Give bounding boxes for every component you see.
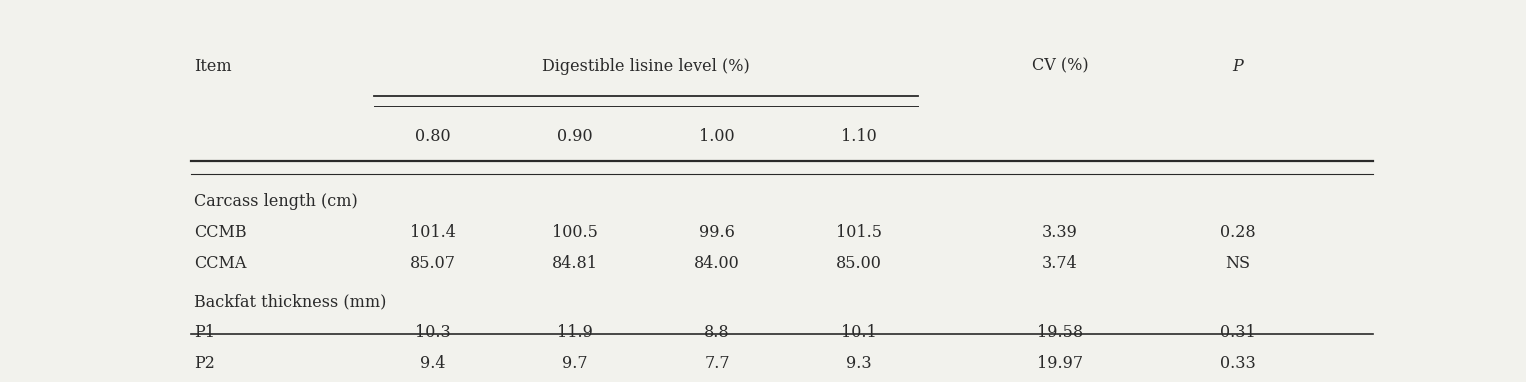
Text: P2: P2 — [194, 354, 215, 372]
Text: P: P — [1231, 58, 1242, 74]
Text: 84.81: 84.81 — [552, 255, 598, 272]
Text: 100.5: 100.5 — [552, 224, 598, 241]
Text: 0.80: 0.80 — [415, 128, 452, 145]
Text: 3.39: 3.39 — [1042, 224, 1077, 241]
Text: 11.9: 11.9 — [557, 324, 594, 341]
Text: 10.3: 10.3 — [415, 324, 452, 341]
Text: 9.3: 9.3 — [845, 354, 871, 372]
Text: Item: Item — [194, 58, 232, 74]
Text: 10.1: 10.1 — [841, 324, 877, 341]
Text: 0.33: 0.33 — [1219, 354, 1256, 372]
Text: Backfat thickness (mm): Backfat thickness (mm) — [194, 293, 386, 310]
Text: 0.31: 0.31 — [1219, 324, 1256, 341]
Text: CCMA: CCMA — [194, 255, 247, 272]
Text: 19.58: 19.58 — [1038, 324, 1083, 341]
Text: P1: P1 — [194, 324, 215, 341]
Text: 3.74: 3.74 — [1042, 255, 1077, 272]
Text: NS: NS — [1225, 255, 1250, 272]
Text: CV (%): CV (%) — [1032, 58, 1088, 74]
Text: 0.28: 0.28 — [1219, 224, 1256, 241]
Text: 0.90: 0.90 — [557, 128, 594, 145]
Text: 8.8: 8.8 — [703, 324, 729, 341]
Text: Carcass length (cm): Carcass length (cm) — [194, 193, 359, 210]
Text: 99.6: 99.6 — [699, 224, 736, 241]
Text: 101.4: 101.4 — [410, 224, 456, 241]
Text: 85.00: 85.00 — [836, 255, 882, 272]
Text: 19.97: 19.97 — [1038, 354, 1083, 372]
Text: 7.7: 7.7 — [703, 354, 729, 372]
Text: 1.10: 1.10 — [841, 128, 877, 145]
Text: Digestible lisine level (%): Digestible lisine level (%) — [542, 58, 749, 74]
Text: 9.7: 9.7 — [562, 354, 588, 372]
Text: 101.5: 101.5 — [836, 224, 882, 241]
Text: 9.4: 9.4 — [421, 354, 446, 372]
Text: CCMB: CCMB — [194, 224, 247, 241]
Text: 85.07: 85.07 — [410, 255, 456, 272]
Text: 1.00: 1.00 — [699, 128, 736, 145]
Text: 84.00: 84.00 — [694, 255, 740, 272]
